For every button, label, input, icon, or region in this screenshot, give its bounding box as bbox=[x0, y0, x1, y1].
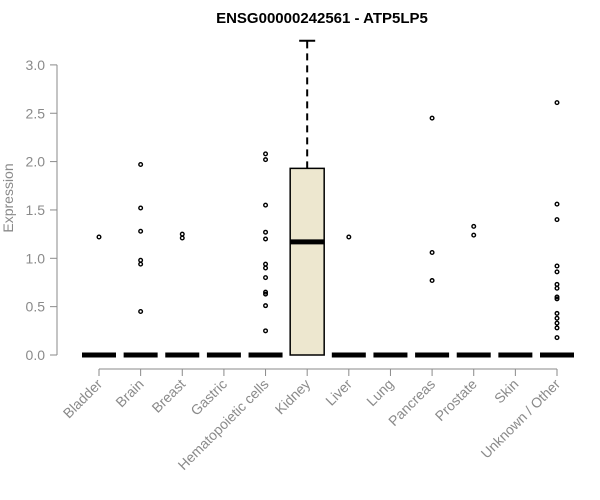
outlier-point bbox=[429, 249, 435, 255]
y-axis-label: Expression bbox=[0, 163, 16, 232]
box-breast bbox=[165, 231, 200, 358]
outlier-point bbox=[554, 100, 560, 106]
box-prostate bbox=[456, 223, 491, 358]
outlier-point bbox=[554, 315, 560, 321]
outlier-point bbox=[263, 328, 269, 334]
outlier-point bbox=[138, 228, 144, 234]
outlier-point bbox=[263, 275, 269, 281]
y-tick-label: 1.5 bbox=[26, 202, 46, 218]
outlier-point bbox=[138, 261, 144, 267]
outlier-point bbox=[138, 162, 144, 168]
outlier-point bbox=[554, 285, 560, 291]
y-tick-label: 2.0 bbox=[26, 154, 46, 170]
box-unknown-other bbox=[540, 100, 574, 358]
outlier-point bbox=[263, 265, 269, 271]
outlier-point bbox=[429, 115, 435, 121]
outlier-point bbox=[263, 291, 269, 297]
y-tick-label: 1.0 bbox=[26, 250, 46, 266]
y-tick-label: 0.0 bbox=[26, 347, 46, 363]
outlier-point bbox=[138, 308, 144, 314]
outlier-point bbox=[554, 263, 560, 269]
outlier-point bbox=[138, 205, 144, 211]
outlier-point bbox=[263, 202, 269, 208]
box-body bbox=[289, 167, 325, 356]
outlier-point bbox=[263, 303, 269, 309]
x-tick-label: Lung bbox=[363, 376, 396, 409]
outlier-point bbox=[554, 201, 560, 207]
x-tick-label: Bladder bbox=[60, 376, 106, 422]
outlier-point bbox=[554, 325, 560, 331]
outlier-point bbox=[179, 231, 185, 237]
box-hematopoietic-cells bbox=[248, 151, 283, 358]
outlier-point bbox=[263, 289, 269, 295]
x-tick-label: Skin bbox=[491, 376, 522, 407]
outlier-point bbox=[346, 234, 352, 240]
outlier-point bbox=[179, 235, 185, 241]
outlier-point bbox=[554, 335, 560, 341]
x-tick-label: Unknown / Other bbox=[478, 376, 564, 462]
box-pancreas bbox=[415, 115, 450, 358]
y-tick-label: 0.5 bbox=[26, 299, 46, 315]
chart-title: ENSG00000242561 - ATP5LP5 bbox=[216, 10, 428, 27]
outlier-point bbox=[263, 151, 269, 157]
outlier-point bbox=[554, 320, 560, 326]
outlier-point bbox=[429, 278, 435, 284]
x-tick-label: Prostate bbox=[432, 376, 480, 424]
box-bladder bbox=[82, 234, 116, 358]
x-tick-label: Kidney bbox=[272, 376, 314, 418]
box-liver bbox=[331, 234, 366, 358]
x-tick-label: Brain bbox=[112, 376, 146, 410]
x-tick-label: Liver bbox=[322, 376, 355, 409]
outlier-point bbox=[263, 261, 269, 267]
boxes-group bbox=[82, 39, 574, 358]
outlier-point bbox=[554, 294, 560, 300]
outlier-point bbox=[138, 257, 144, 263]
box-brain bbox=[123, 162, 158, 358]
outlier-point bbox=[263, 236, 269, 242]
box-kidney bbox=[289, 39, 325, 356]
outlier-point bbox=[554, 269, 560, 275]
x-tick-label: Breast bbox=[148, 376, 188, 416]
outlier-point bbox=[554, 310, 560, 316]
outlier-point bbox=[471, 232, 477, 238]
outlier-point bbox=[263, 229, 269, 235]
outlier-point bbox=[554, 217, 560, 223]
y-tick-label: 3.0 bbox=[26, 57, 46, 73]
outlier-point bbox=[554, 296, 560, 302]
outlier-point bbox=[554, 281, 560, 287]
outlier-point bbox=[263, 157, 269, 163]
outlier-point bbox=[471, 223, 477, 229]
y-tick-label: 2.5 bbox=[26, 105, 46, 121]
outlier-point bbox=[96, 234, 102, 240]
y-axis: 0.0 0.5 1.0 1.5 2.0 2.5 3.0 bbox=[26, 57, 58, 363]
